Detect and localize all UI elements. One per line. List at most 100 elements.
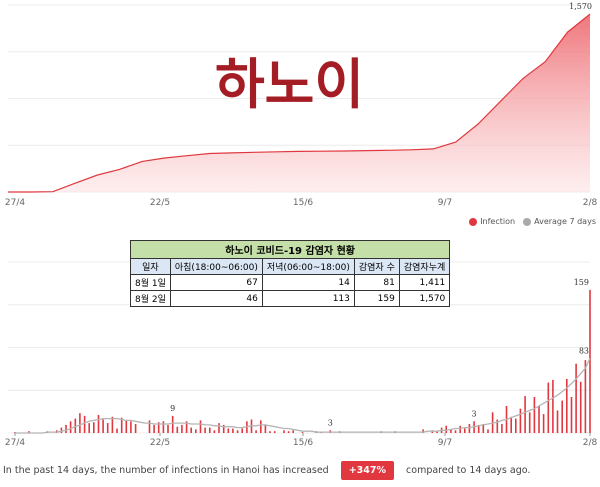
header-morning: 아침(18:00~06:00): [169, 258, 263, 275]
infection-bar: [28, 431, 30, 433]
top-x-axis-ticks: 27/4 22/5 15/6 9/7 2/8: [5, 198, 598, 208]
infection-bar: [134, 424, 137, 433]
infection-bar: [222, 424, 225, 433]
infection-bar: [445, 425, 447, 433]
bottom-data-labels: 9 3 3 83 159: [170, 278, 589, 427]
cell-evening: 14: [261, 274, 355, 291]
infection-bar: [566, 379, 568, 433]
x-tick-label: 27/4: [5, 198, 25, 208]
infection-bar: [97, 415, 100, 433]
infection-bar: [213, 430, 216, 433]
summary-table: 하노이 코비드-19 감염자 현황 일자 아침(18:00~06:00) 저녁(…: [129, 240, 451, 307]
top-data-labels: 1,570: [569, 2, 592, 11]
infection-bar: [584, 360, 587, 433]
infection-bar: [227, 428, 230, 433]
infection-bar: [260, 420, 262, 433]
chart-legend: Infection Average 7 days: [469, 217, 596, 226]
legend-item-average[interactable]: Average 7 days: [523, 217, 596, 226]
infection-bar: [515, 418, 517, 433]
infection-bar: [93, 422, 95, 433]
infection-bar: [450, 429, 452, 433]
infection-bar: [218, 423, 220, 433]
infection-bar: [482, 424, 485, 433]
legend-label-average: Average 7 days: [534, 217, 596, 226]
infection-bar: [190, 427, 192, 433]
infection-bar: [167, 424, 169, 433]
infection-bar: [579, 381, 582, 433]
infection-bar: [204, 427, 206, 433]
infection-bar: [181, 424, 183, 433]
infection-bars: [14, 289, 591, 433]
x-tick-label: 15/6: [293, 198, 313, 208]
infection-bar: [60, 427, 63, 433]
infection-bar: [209, 427, 211, 433]
infection-bar: [79, 413, 81, 433]
infection-bar: [459, 425, 461, 433]
infection-bar: [292, 430, 294, 433]
table-caption: 하노이 코비드-19 감염자 현황: [129, 240, 451, 259]
cell-cumulative: 1,570: [398, 290, 451, 307]
data-label: 159: [574, 278, 589, 287]
infection-bar: [106, 423, 109, 433]
cell-morning: 67: [169, 274, 263, 291]
infection-bar: [552, 379, 554, 433]
bottom-x-axis-ticks: 27/4 22/5 15/6 9/7 2/8: [5, 433, 598, 448]
footer-text-before: In the past 14 days, the number of infec…: [3, 465, 329, 476]
infection-bar: [102, 419, 104, 433]
infection-bar: [547, 382, 550, 433]
header-evening: 저녁(06:00~18:00): [261, 258, 355, 275]
infection-area: [8, 14, 590, 192]
infection-bar: [148, 420, 151, 433]
infection-bar: [283, 430, 285, 433]
footer-text-after: compared to 14 days ago.: [406, 465, 531, 476]
infection-bar: [542, 414, 545, 433]
infection-bar: [570, 397, 573, 433]
infection-bar: [589, 289, 591, 433]
infection-bar: [524, 396, 526, 433]
infection-bar: [120, 417, 123, 433]
infection-bar: [287, 431, 290, 433]
infection-bar: [477, 424, 480, 433]
infection-bar: [199, 420, 202, 433]
infection-bar: [561, 400, 563, 433]
x-tick-label: 22/5: [150, 198, 170, 208]
infection-bar: [264, 424, 267, 433]
infection-bar: [88, 423, 90, 433]
x-tick-label: 15/6: [293, 438, 313, 448]
data-label: 3: [472, 409, 477, 418]
cell-cumulative: 1,411: [398, 274, 451, 291]
infection-bar: [519, 408, 522, 433]
infection-bar: [74, 418, 77, 433]
infection-bar: [510, 416, 512, 433]
summary-footer: In the past 14 days, the number of infec…: [3, 461, 530, 480]
infection-bar: [575, 363, 577, 433]
table-row: 8월 1일 67 14 81 1,411: [130, 274, 451, 291]
infection-bar: [273, 431, 276, 433]
infection-bar: [162, 421, 165, 433]
table-header-row: 일자 아침(18:00~06:00) 저녁(06:00~18:00) 감염자 수…: [130, 258, 451, 275]
infection-bar: [528, 412, 531, 433]
data-label: 83: [579, 346, 589, 355]
infection-bar: [153, 424, 155, 433]
data-label: 9: [170, 404, 175, 413]
infection-bar: [83, 415, 86, 433]
infection-bar: [496, 419, 499, 433]
infection-bar: [116, 428, 118, 433]
infection-bar: [69, 421, 72, 433]
infection-bar: [538, 406, 540, 433]
x-tick-label: 9/7: [438, 438, 452, 448]
infection-bar: [556, 410, 559, 433]
infection-bar: [130, 421, 132, 433]
infection-bar: [176, 426, 179, 433]
infection-line: [8, 13, 591, 193]
infection-bar: [185, 421, 188, 433]
infection-bar: [157, 422, 160, 433]
legend-item-infection[interactable]: Infection: [469, 217, 515, 226]
infection-bar: [436, 431, 438, 433]
cell-date: 8월 1일: [130, 274, 171, 291]
infection-bar: [454, 430, 457, 433]
infection-bar: [241, 428, 243, 433]
infection-bar: [65, 424, 67, 433]
x-tick-label: 2/8: [583, 438, 598, 448]
